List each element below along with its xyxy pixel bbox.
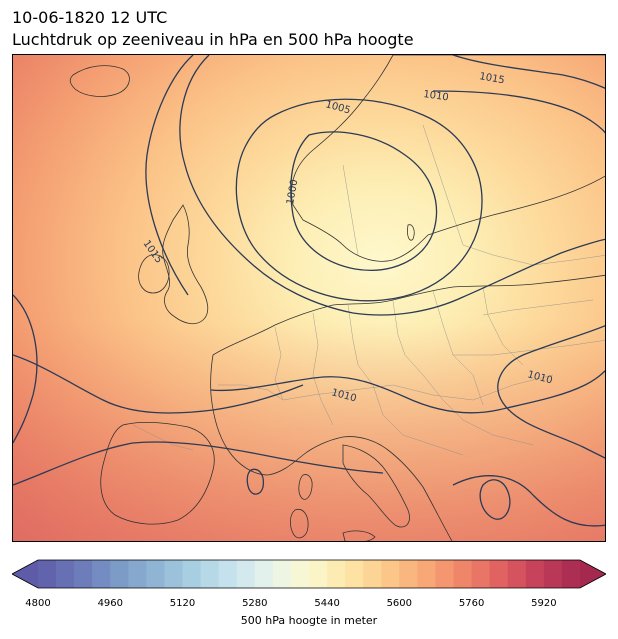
colorbar-segment bbox=[471, 560, 491, 588]
colorbar-segment bbox=[525, 560, 545, 588]
colorbar-segment bbox=[92, 560, 111, 588]
border bbox=[392, 300, 424, 376]
colorbar-segment bbox=[56, 560, 75, 588]
italy-coast bbox=[342, 444, 410, 528]
colorbar-segment bbox=[236, 560, 256, 588]
scandinavia-coast bbox=[291, 55, 605, 262]
colorbar-tick-label: 5600 bbox=[386, 598, 413, 609]
sicily-coast bbox=[342, 530, 376, 541]
colorbar-segment bbox=[182, 560, 201, 588]
isobar-1015-west bbox=[13, 354, 304, 414]
colorbar-segment bbox=[345, 560, 364, 588]
colorbar-tick-label: 5920 bbox=[531, 598, 557, 609]
colorbar-tick-label: 5760 bbox=[458, 598, 485, 609]
colorbar-tick-label: 4960 bbox=[97, 598, 124, 609]
border bbox=[453, 340, 605, 356]
height-field-south bbox=[13, 55, 605, 541]
iceland-coast bbox=[69, 65, 130, 97]
border bbox=[422, 374, 534, 446]
border bbox=[132, 424, 194, 451]
border bbox=[282, 374, 554, 401]
weather-map: 1015 1010 1005 1000 1015 1010 1010 bbox=[12, 54, 606, 542]
british-isles-coast bbox=[162, 204, 209, 325]
colorbar-segment bbox=[435, 560, 454, 588]
colorbar-segment bbox=[200, 560, 220, 588]
isobar-label: 1010 bbox=[423, 89, 450, 103]
isobar-1000 bbox=[290, 131, 438, 271]
colorbar-segment bbox=[309, 560, 328, 588]
colorbar-segment bbox=[128, 560, 147, 588]
mainland-coast bbox=[210, 274, 605, 541]
border bbox=[482, 299, 594, 316]
colorbar-tick-label: 5120 bbox=[169, 598, 196, 609]
colorbar-segment bbox=[74, 560, 93, 588]
colorbar-tick-label: 5440 bbox=[314, 598, 340, 609]
border bbox=[347, 304, 374, 386]
colorbar-segment bbox=[381, 560, 400, 588]
colorbar bbox=[12, 559, 606, 589]
border bbox=[342, 164, 359, 256]
coastlines bbox=[69, 55, 605, 541]
colorbar-segment bbox=[399, 560, 418, 588]
corsica-coast bbox=[298, 474, 313, 500]
iberia-coast bbox=[100, 422, 215, 525]
colorbar-segment bbox=[507, 560, 527, 588]
colorbar-outline bbox=[12, 559, 606, 589]
ireland-coast bbox=[138, 254, 170, 294]
isobar-1005 bbox=[235, 98, 483, 302]
colorbar-segment bbox=[417, 560, 436, 588]
colorbar-extend-high bbox=[580, 560, 606, 588]
map-datetime: 10-06-1820 12 UTC bbox=[12, 8, 168, 27]
sardinia-coast bbox=[289, 508, 309, 539]
colorbar-label: 500 hPa hoogte in meter bbox=[240, 614, 378, 627]
colorbar-segment bbox=[254, 560, 274, 588]
colorbar-segment bbox=[146, 560, 165, 588]
border bbox=[274, 326, 284, 401]
isobar-label: 1015 bbox=[478, 71, 505, 86]
isobar-1015-southeast bbox=[452, 475, 605, 527]
border bbox=[482, 286, 524, 366]
colorbar-tick-label: 4800 bbox=[25, 598, 51, 609]
isobar-1010-north bbox=[179, 55, 605, 316]
border bbox=[312, 312, 334, 426]
isobar-1010-east bbox=[497, 325, 605, 459]
colorbar-segment bbox=[453, 560, 472, 588]
colorbar-segment bbox=[543, 560, 563, 588]
colorbar-segment bbox=[110, 560, 129, 588]
border bbox=[422, 124, 464, 246]
isobar-1015-aegean bbox=[479, 479, 511, 520]
isobar-1015-bay bbox=[246, 468, 265, 495]
isobar-1010-northeast bbox=[432, 90, 605, 134]
colorbar-segment bbox=[290, 560, 310, 588]
isobar-label: 1000 bbox=[285, 179, 300, 206]
isobar-1010-south bbox=[210, 370, 605, 414]
colorbar-segment bbox=[489, 560, 509, 588]
isobars bbox=[13, 55, 605, 527]
colorbar-extend-low bbox=[12, 560, 38, 588]
colorbar-segment bbox=[363, 560, 382, 588]
colorbar-tick-label: 5280 bbox=[242, 598, 268, 609]
colorbar-segment bbox=[38, 560, 57, 588]
isobar-1015-north bbox=[145, 55, 194, 296]
colorbar-segment bbox=[561, 560, 581, 588]
colorbar-segment bbox=[164, 560, 183, 588]
isobar-1015-west-low bbox=[13, 294, 38, 444]
isobar-1015-south bbox=[13, 441, 384, 486]
colorbar-segment bbox=[218, 560, 238, 588]
colorbar-segment bbox=[272, 560, 292, 588]
map-title: Luchtdruk op zeeniveau in hPa en 500 hPa… bbox=[12, 30, 414, 49]
border bbox=[372, 384, 464, 456]
isobar-1015-northeast bbox=[452, 55, 605, 89]
gotland-coast bbox=[407, 224, 415, 241]
colorbar-segment bbox=[327, 560, 346, 588]
